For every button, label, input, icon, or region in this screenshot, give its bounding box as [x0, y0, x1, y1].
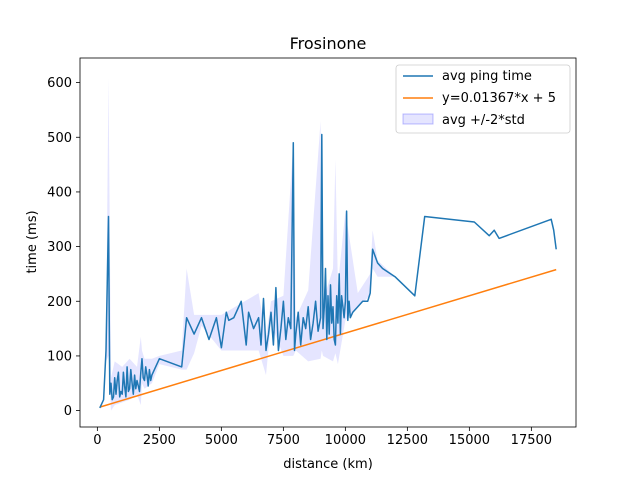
avg-ping-line — [99, 133, 557, 409]
x-tick-label: 5000 — [205, 433, 238, 448]
x-tick-label: 17500 — [511, 433, 552, 448]
legend-swatch-band — [402, 113, 434, 125]
y-tick-label: 500 — [47, 131, 72, 146]
legend-label-avg: avg ping time — [442, 69, 532, 84]
axes-frame — [79, 57, 577, 428]
legend: avg ping time y=0.01367*x + 5 avg +/-2*s… — [395, 64, 571, 134]
chart-title: Frosinone — [290, 34, 367, 53]
y-tick-label: 200 — [47, 295, 72, 310]
fit-line — [99, 268, 557, 408]
x-tick-label: 0 — [93, 433, 101, 448]
y-tick-label: 300 — [47, 240, 72, 255]
x-axis: 0 2500 5000 7500 10000 12500 15000 17500 — [93, 427, 552, 448]
x-tick-label: 10000 — [325, 433, 366, 448]
x-tick-label: 15000 — [449, 433, 490, 448]
x-tick-label: 7500 — [267, 433, 300, 448]
y-tick-label: 400 — [47, 185, 72, 200]
x-axis-label: distance (km) — [283, 457, 373, 472]
plot-area — [99, 77, 557, 411]
legend-label-fit: y=0.01367*x + 5 — [442, 91, 556, 106]
x-tick-label: 2500 — [143, 433, 176, 448]
legend-label-band: avg +/-2*std — [442, 113, 525, 128]
legend-box — [395, 64, 571, 134]
x-tick-label: 12500 — [387, 433, 428, 448]
y-axis-label: time (ms) — [25, 210, 40, 273]
y-tick-label: 600 — [47, 76, 72, 91]
y-tick-label: 0 — [64, 404, 72, 419]
y-tick-label: 100 — [47, 349, 72, 364]
y-axis: 0 100 200 300 400 500 600 — [47, 76, 80, 419]
